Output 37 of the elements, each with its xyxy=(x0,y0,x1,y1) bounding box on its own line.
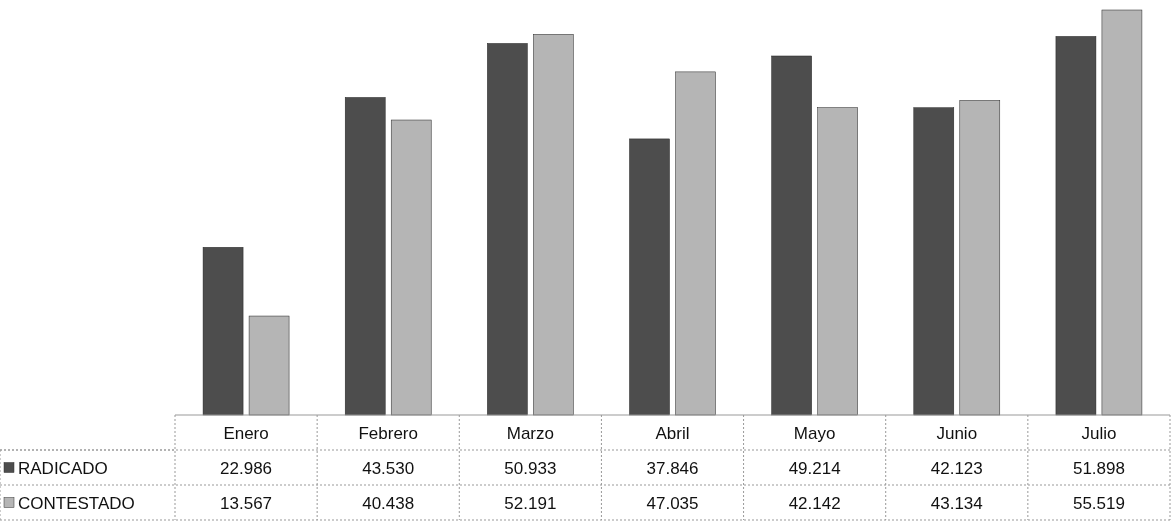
bar xyxy=(390,119,432,416)
data-label: 55.519 xyxy=(1072,493,1125,513)
legend-label: RADICADO xyxy=(18,458,108,478)
bar xyxy=(913,107,955,416)
x-tick-label: Junio xyxy=(936,423,978,443)
bar xyxy=(817,107,858,416)
data-label: 51.898 xyxy=(1072,458,1125,478)
bar xyxy=(629,138,670,416)
bar xyxy=(248,315,290,416)
bar xyxy=(487,43,528,416)
bar xyxy=(771,55,812,416)
bar xyxy=(1055,36,1097,416)
bar xyxy=(675,71,716,416)
bar xyxy=(344,97,386,416)
x-tick-label: Mayo xyxy=(793,423,836,443)
data-label: 49.214 xyxy=(788,458,841,478)
data-label: 52.191 xyxy=(504,493,557,513)
data-label: 13.567 xyxy=(220,493,273,513)
data-label: 40.438 xyxy=(362,493,415,513)
data-label: 42.142 xyxy=(788,493,841,513)
bar xyxy=(959,100,1001,416)
data-label: 43.530 xyxy=(362,458,415,478)
bar xyxy=(1101,9,1143,416)
legend-label: CONTESTADO xyxy=(18,493,135,513)
data-label: 50.933 xyxy=(504,458,557,478)
data-label: 22.986 xyxy=(220,458,273,478)
data-label: 42.123 xyxy=(930,458,983,478)
bar xyxy=(533,34,574,416)
data-label: 43.134 xyxy=(930,493,983,513)
x-tick-label: Abril xyxy=(655,423,690,443)
bar xyxy=(202,247,244,416)
x-tick-label: Marzo xyxy=(506,423,554,443)
data-label: 37.846 xyxy=(646,458,699,478)
data-label: 47.035 xyxy=(646,493,699,513)
x-tick-label: Julio xyxy=(1081,423,1117,443)
x-tick-label: Febrero xyxy=(358,423,418,443)
x-tick-label: Enero xyxy=(223,423,269,443)
